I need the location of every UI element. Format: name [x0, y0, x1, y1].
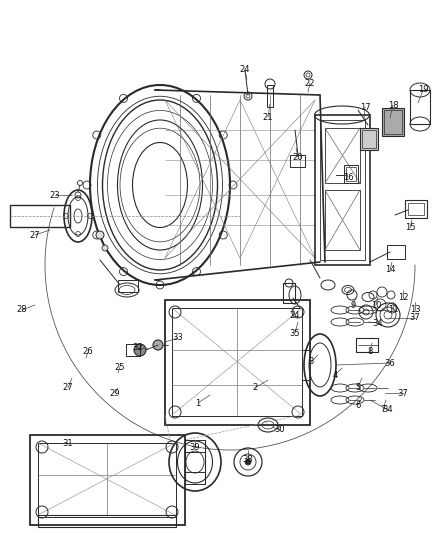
Text: 26: 26	[83, 348, 93, 357]
Bar	[118, 280, 138, 292]
Text: 27: 27	[63, 384, 73, 392]
Text: 38: 38	[243, 456, 253, 464]
Circle shape	[134, 344, 146, 356]
Bar	[325, 128, 360, 183]
Text: 10: 10	[371, 301, 381, 310]
Bar	[38, 443, 176, 517]
Bar	[362, 130, 376, 148]
Bar	[10, 205, 70, 227]
Bar	[325, 190, 360, 250]
Bar	[315, 115, 370, 265]
Text: 6: 6	[355, 400, 360, 409]
Circle shape	[96, 231, 104, 239]
Text: 23: 23	[49, 190, 60, 199]
Bar	[387, 245, 405, 259]
Text: 22: 22	[305, 78, 315, 87]
Text: 2: 2	[252, 384, 258, 392]
Text: 7: 7	[380, 406, 386, 415]
Text: 33: 33	[173, 334, 184, 343]
Text: 1: 1	[195, 399, 201, 408]
Bar	[172, 308, 302, 416]
Bar	[382, 108, 404, 136]
Circle shape	[245, 459, 251, 465]
Bar	[405, 200, 427, 218]
Text: 3: 3	[308, 358, 314, 367]
Text: 12: 12	[398, 294, 408, 303]
Bar	[30, 435, 185, 525]
Text: 31: 31	[63, 439, 73, 448]
Text: 5: 5	[355, 383, 360, 392]
Text: 34: 34	[373, 319, 383, 327]
Bar	[410, 90, 430, 124]
Bar	[126, 344, 140, 356]
Bar	[38, 515, 176, 527]
Text: 4: 4	[332, 370, 338, 379]
Text: 24: 24	[240, 66, 250, 75]
Text: 20: 20	[293, 152, 303, 161]
Text: 17: 17	[360, 102, 370, 111]
Bar	[185, 440, 205, 452]
Text: 36: 36	[385, 359, 396, 367]
Bar	[356, 338, 378, 352]
Text: 15: 15	[405, 223, 415, 232]
Text: 9: 9	[350, 301, 356, 310]
Text: 11: 11	[388, 305, 398, 314]
Text: 16: 16	[343, 174, 353, 182]
Bar	[165, 300, 310, 425]
Bar	[267, 85, 273, 107]
Text: 28: 28	[17, 305, 27, 314]
Bar	[346, 167, 356, 181]
Bar	[384, 110, 402, 134]
Text: 34: 34	[383, 406, 393, 415]
Bar	[360, 128, 378, 150]
Bar	[290, 155, 305, 167]
Text: 21: 21	[263, 112, 273, 122]
Text: 37: 37	[410, 313, 420, 322]
Text: 27: 27	[30, 230, 40, 239]
Text: 32: 32	[133, 343, 143, 352]
Bar	[320, 120, 365, 260]
Text: 24: 24	[290, 311, 300, 319]
Bar	[283, 283, 295, 303]
Bar	[408, 203, 424, 215]
Bar	[344, 165, 358, 183]
Text: 35: 35	[290, 328, 300, 337]
Text: 18: 18	[388, 101, 398, 109]
Text: 19: 19	[418, 85, 428, 94]
Circle shape	[153, 340, 163, 350]
Text: 39: 39	[190, 443, 200, 453]
Text: 30: 30	[275, 425, 285, 434]
Text: 13: 13	[410, 305, 420, 314]
Text: 25: 25	[115, 362, 125, 372]
Circle shape	[102, 245, 108, 251]
Text: 14: 14	[385, 265, 395, 274]
Text: 8: 8	[367, 348, 373, 357]
Bar	[185, 472, 205, 484]
Text: 29: 29	[110, 389, 120, 398]
Text: 37: 37	[398, 389, 408, 398]
